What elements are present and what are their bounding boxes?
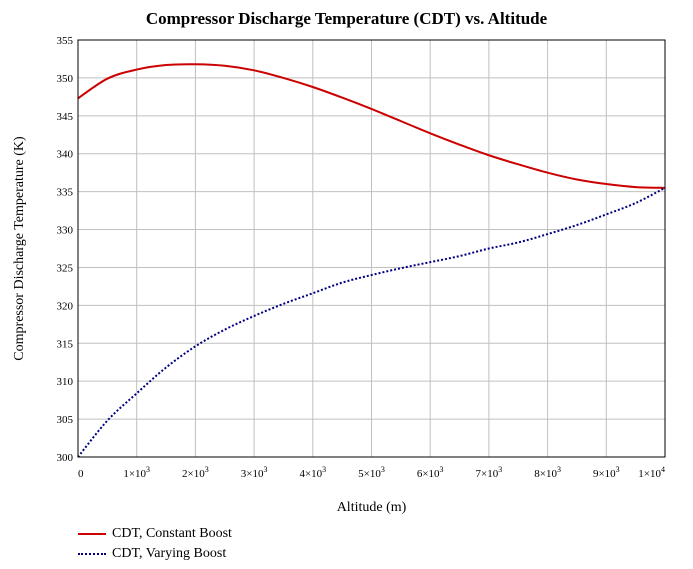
- legend: CDT, Constant Boost CDT, Varying Boost: [78, 524, 232, 564]
- x-axis-label: Altitude (m): [337, 500, 407, 515]
- legend-label-varying-boost: CDT, Varying Boost: [112, 546, 227, 561]
- y-tick-label: 345: [57, 111, 74, 123]
- x-tick-label: 0: [78, 468, 84, 480]
- x-tick-label: 1×103: [123, 465, 150, 480]
- x-tick-label: 2×103: [182, 465, 209, 480]
- x-tick-label: 6×103: [417, 465, 444, 480]
- y-tick-label: 350: [57, 73, 74, 85]
- y-tick-label: 320: [57, 300, 74, 312]
- x-tick-label: 1×104: [638, 465, 665, 480]
- y-tick-label: 315: [57, 338, 74, 350]
- series-line-cdt-varying-boost: [77, 186, 666, 458]
- y-tick-label: 300: [57, 452, 74, 464]
- plot-frame: [77, 39, 666, 458]
- y-axis-label: Compressor Discharge Temperature (K): [12, 136, 27, 361]
- y-tick-label: 305: [57, 414, 74, 426]
- y-tick-label: 310: [57, 376, 74, 388]
- y-tick-label: 355: [57, 35, 74, 47]
- legend-swatch-varying-boost: [78, 553, 106, 555]
- y-tick-label: 335: [57, 187, 74, 199]
- y-tick-label: 330: [57, 225, 74, 237]
- legend-label-constant-boost: CDT, Constant Boost: [112, 526, 232, 541]
- x-tick-label: 3×103: [241, 465, 268, 480]
- x-tick-label: 5×103: [358, 465, 385, 480]
- y-tick-label: 325: [57, 262, 74, 274]
- tick-labels: 0 1×103 2×103 3×103 4×103 5×103 6×103 7×103 8×10…: [57, 35, 666, 480]
- x-tick-label: 8×103: [534, 465, 561, 480]
- y-tick-label: 340: [57, 149, 74, 161]
- legend-item-varying-boost: CDT, Varying Boost: [78, 544, 232, 564]
- x-tick-label: 4×103: [299, 465, 326, 480]
- x-tick-label: 7×103: [476, 465, 503, 480]
- legend-swatch-constant-boost: [78, 533, 106, 535]
- legend-item-constant-boost: CDT, Constant Boost: [78, 524, 232, 544]
- chart-title: Compressor Discharge Temperature (CDT) v…: [145, 9, 548, 28]
- series-layer: [77, 63, 666, 458]
- x-tick-label: 9×103: [593, 465, 620, 480]
- grid: [77, 39, 666, 458]
- series-line-cdt-constant-boost: [77, 63, 666, 189]
